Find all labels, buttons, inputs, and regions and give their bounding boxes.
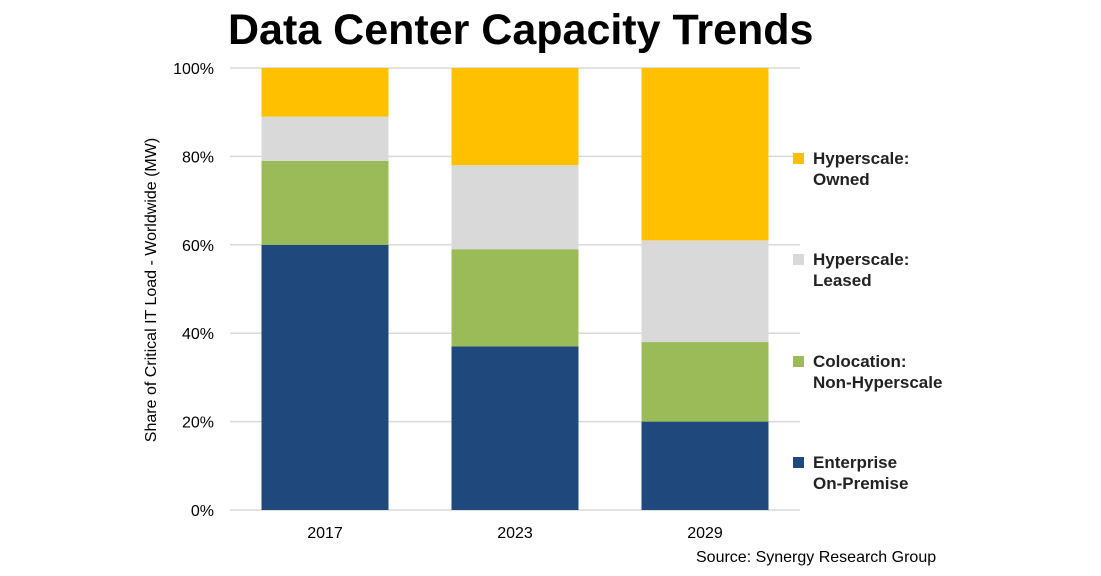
bar-segment-hyperscale-leased-2017 — [261, 116, 389, 161]
legend-label: Hyperscale: Leased — [813, 249, 909, 291]
y-tick-label: 20% — [182, 415, 214, 432]
y-tick-label: 80% — [182, 149, 214, 166]
legend-label-line: Enterprise — [813, 453, 898, 472]
legend-item: Enterprise On-Premise — [793, 452, 908, 494]
bar-segment-colocation-non-hyperscale-2029 — [641, 342, 769, 422]
legend-item: Hyperscale: Owned — [793, 148, 909, 190]
chart-title: Data Center Capacity Trends — [228, 6, 814, 54]
bar-segment-hyperscale-owned-2023 — [451, 68, 579, 166]
bar-segment-colocation-non-hyperscale-2023 — [451, 249, 579, 347]
bar-segment-enterprise-on-premise-2023 — [451, 346, 579, 510]
y-tick-label: 60% — [182, 238, 214, 255]
legend-label-line: Colocation: — [813, 352, 907, 371]
legend-swatch — [793, 457, 804, 468]
y-axis-label: Share of Critical IT Load - Worldwide (M… — [143, 137, 160, 443]
legend-swatch — [793, 153, 804, 164]
bar-segment-hyperscale-leased-2029 — [641, 240, 769, 343]
bar-segment-hyperscale-owned-2029 — [641, 68, 769, 241]
legend-swatch — [793, 356, 804, 367]
bar-segment-hyperscale-owned-2017 — [261, 68, 389, 117]
legend-item: Hyperscale: Leased — [793, 249, 909, 291]
y-tick-label: 40% — [182, 326, 214, 343]
legend-label-line: Leased — [813, 271, 872, 290]
legend-label-line: Hyperscale: — [813, 250, 910, 269]
x-tick-label: 2023 — [497, 525, 533, 542]
legend-swatch — [793, 254, 804, 265]
bar-segment-enterprise-on-premise-2017 — [261, 244, 389, 511]
bar-segment-enterprise-on-premise-2029 — [641, 421, 769, 510]
y-tick-label: 0% — [191, 503, 214, 520]
y-tick-label: 100% — [173, 61, 214, 78]
legend-item: Colocation: Non-Hyperscale — [793, 351, 942, 393]
bar-segment-colocation-non-hyperscale-2017 — [261, 160, 389, 245]
legend-label-line: Non-Hyperscale — [813, 373, 943, 392]
legend-label: Hyperscale: Owned — [813, 148, 909, 190]
x-tick-label: 2017 — [307, 525, 343, 542]
legend-label: Colocation: Non-Hyperscale — [813, 351, 942, 393]
legend-label-line: On-Premise — [813, 474, 909, 493]
legend-label-line: Hyperscale: — [813, 149, 910, 168]
x-tick-label: 2029 — [687, 525, 723, 542]
legend-label: Enterprise On-Premise — [813, 452, 908, 494]
legend-label-line: Owned — [813, 170, 870, 189]
source-note: Source: Synergy Research Group — [696, 549, 937, 566]
bar-segment-hyperscale-leased-2023 — [451, 165, 579, 250]
